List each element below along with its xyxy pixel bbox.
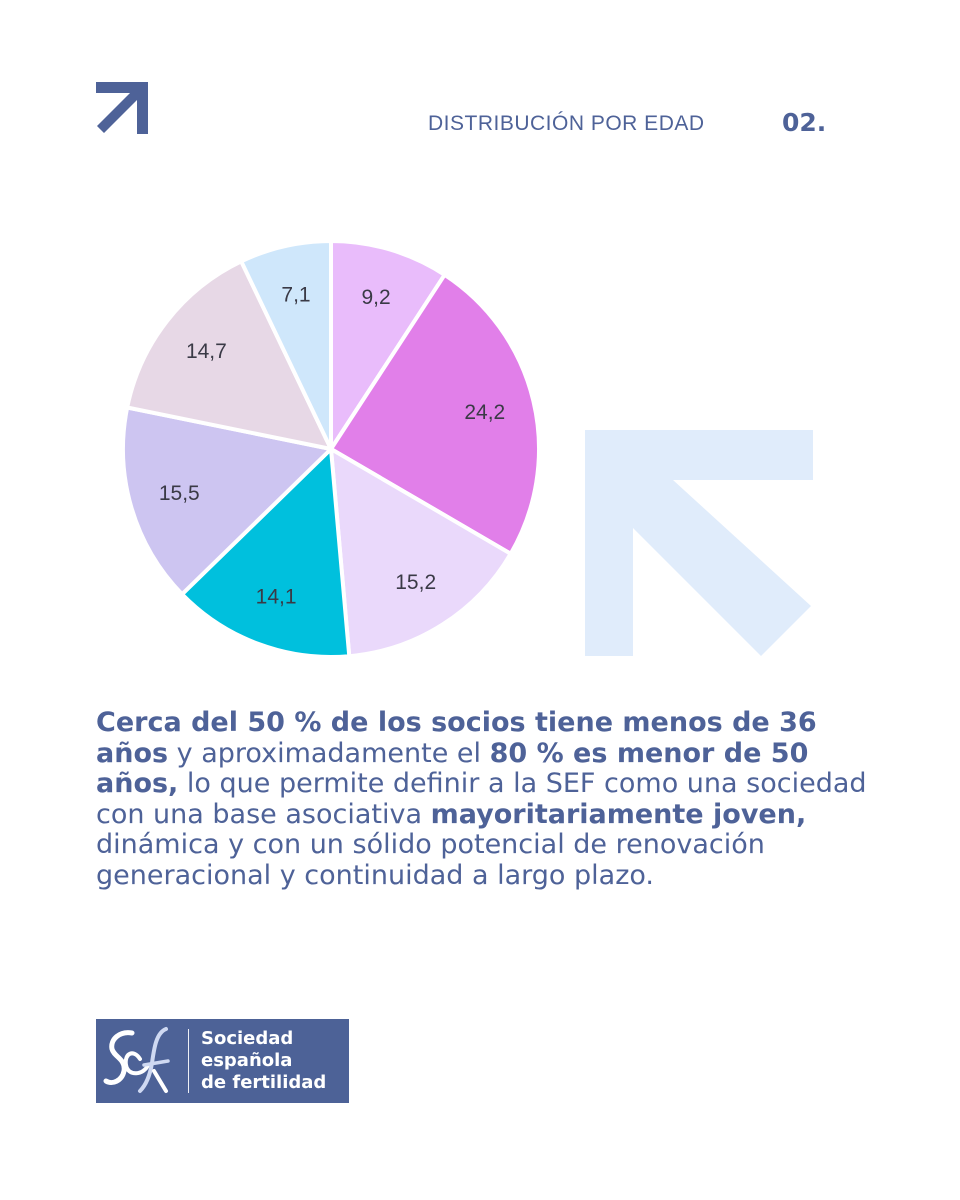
arrow-up-right-icon (96, 82, 148, 134)
summary-paragraph: Cerca del 50 % de los socios tiene menos… (96, 707, 886, 891)
pie-slice-1 (329, 239, 447, 451)
logo-line-2: española (201, 1050, 293, 1071)
age-distribution-pie-chart: 9,2 24,2 15,2 14,1 15,5 14,7 7,1 (121, 239, 541, 659)
sef-logo: Sociedad española de fertilidad (96, 1019, 349, 1103)
pie-slice-5 (121, 405, 333, 597)
summary-text-2: lo que permite definir a la SEF como una… (96, 768, 867, 830)
summary-text-1: y aproximadamente el (168, 737, 490, 769)
pie-slice-6 (125, 259, 333, 451)
logo-text: Sociedad española de fertilidad (189, 1028, 326, 1094)
page-title: DISTRIBUCIÓN POR EDAD (428, 112, 705, 135)
pie-label-5: 15,5 (159, 482, 200, 505)
summary-highlight-2: 80 % es menor de 50 años, (96, 737, 809, 799)
logo-line-3: de fertilidad (201, 1072, 327, 1093)
pie-slice-4 (180, 447, 352, 659)
pie-label-4: 14,1 (256, 586, 297, 609)
page-number: 02. (782, 108, 827, 137)
arrow-up-left-icon (585, 430, 813, 656)
summary-highlight-1: Cerca del 50 % de los socios tiene menos… (96, 707, 817, 769)
pie-slice-3 (329, 447, 513, 659)
summary-text-3: dinámica y con un sólido potencial de re… (96, 829, 765, 891)
pie-slice-2 (329, 272, 541, 556)
logo-line-1: Sociedad (201, 1028, 294, 1049)
pie-label-6: 14,7 (186, 340, 227, 363)
pie-slice-7 (239, 239, 333, 451)
sef-logo-icon (96, 1019, 188, 1103)
pie-label-1: 9,2 (361, 286, 390, 309)
logo-divider (188, 1029, 189, 1093)
pie-label-3: 15,2 (395, 571, 436, 594)
pie-label-2: 24,2 (464, 401, 505, 424)
summary-highlight-3: mayoritariamente joven, (430, 798, 807, 830)
pie-label-7: 7,1 (281, 283, 310, 306)
